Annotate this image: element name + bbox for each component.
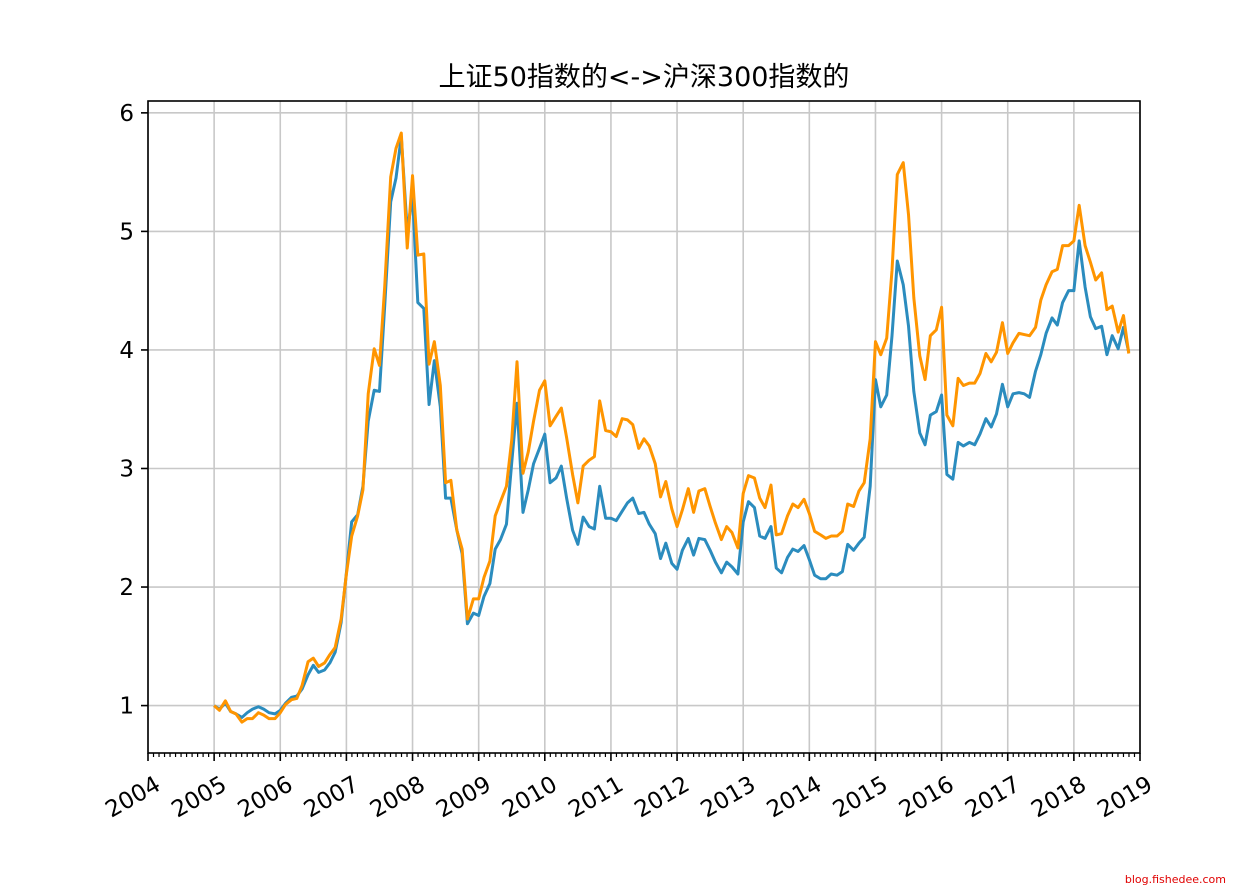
- x-tick-label: 2005: [167, 772, 231, 824]
- x-tick-label: 2017: [961, 772, 1025, 824]
- chart-title: 上证50指数的<->沪深300指数的: [439, 62, 850, 93]
- watermark: blog.fishedee.com: [1124, 873, 1226, 886]
- x-axis-ticks: 2004 2005 2006 2007 2008 2009 2010 2011 2012 2013…: [101, 753, 1157, 823]
- x-tick-label: 2018: [1027, 772, 1091, 824]
- x-tick-label: 2019: [1093, 772, 1157, 824]
- grid: [147, 101, 1141, 753]
- y-tick-label: 6: [119, 101, 134, 127]
- series-group: [213, 131, 1131, 724]
- x-tick-label: 2006: [234, 772, 298, 824]
- x-tick-label: 2009: [432, 772, 496, 824]
- x-tick-label: 2010: [498, 772, 562, 824]
- x-tick-label: 2004: [101, 772, 165, 824]
- y-axis-ticks: 1 2 3 4 5 6: [119, 101, 148, 720]
- y-tick-label: 2: [119, 575, 134, 601]
- x-tick-label: 2007: [300, 772, 364, 824]
- x-tick-label: 2012: [630, 772, 694, 824]
- x-tick-label: 2011: [564, 772, 628, 824]
- y-tick-label: 5: [119, 219, 134, 245]
- series-line-1: [213, 135, 1131, 719]
- y-tick-label: 3: [119, 456, 134, 482]
- x-tick-label: 2015: [829, 772, 893, 824]
- x-tick-label: 2013: [696, 772, 760, 824]
- y-tick-label: 4: [119, 338, 134, 364]
- x-tick-label: 2016: [895, 772, 959, 824]
- y-tick-label: 1: [119, 694, 134, 720]
- x-tick-label: 2014: [763, 772, 827, 824]
- x-tick-label: 2008: [366, 772, 430, 824]
- series-line-2: [213, 131, 1131, 724]
